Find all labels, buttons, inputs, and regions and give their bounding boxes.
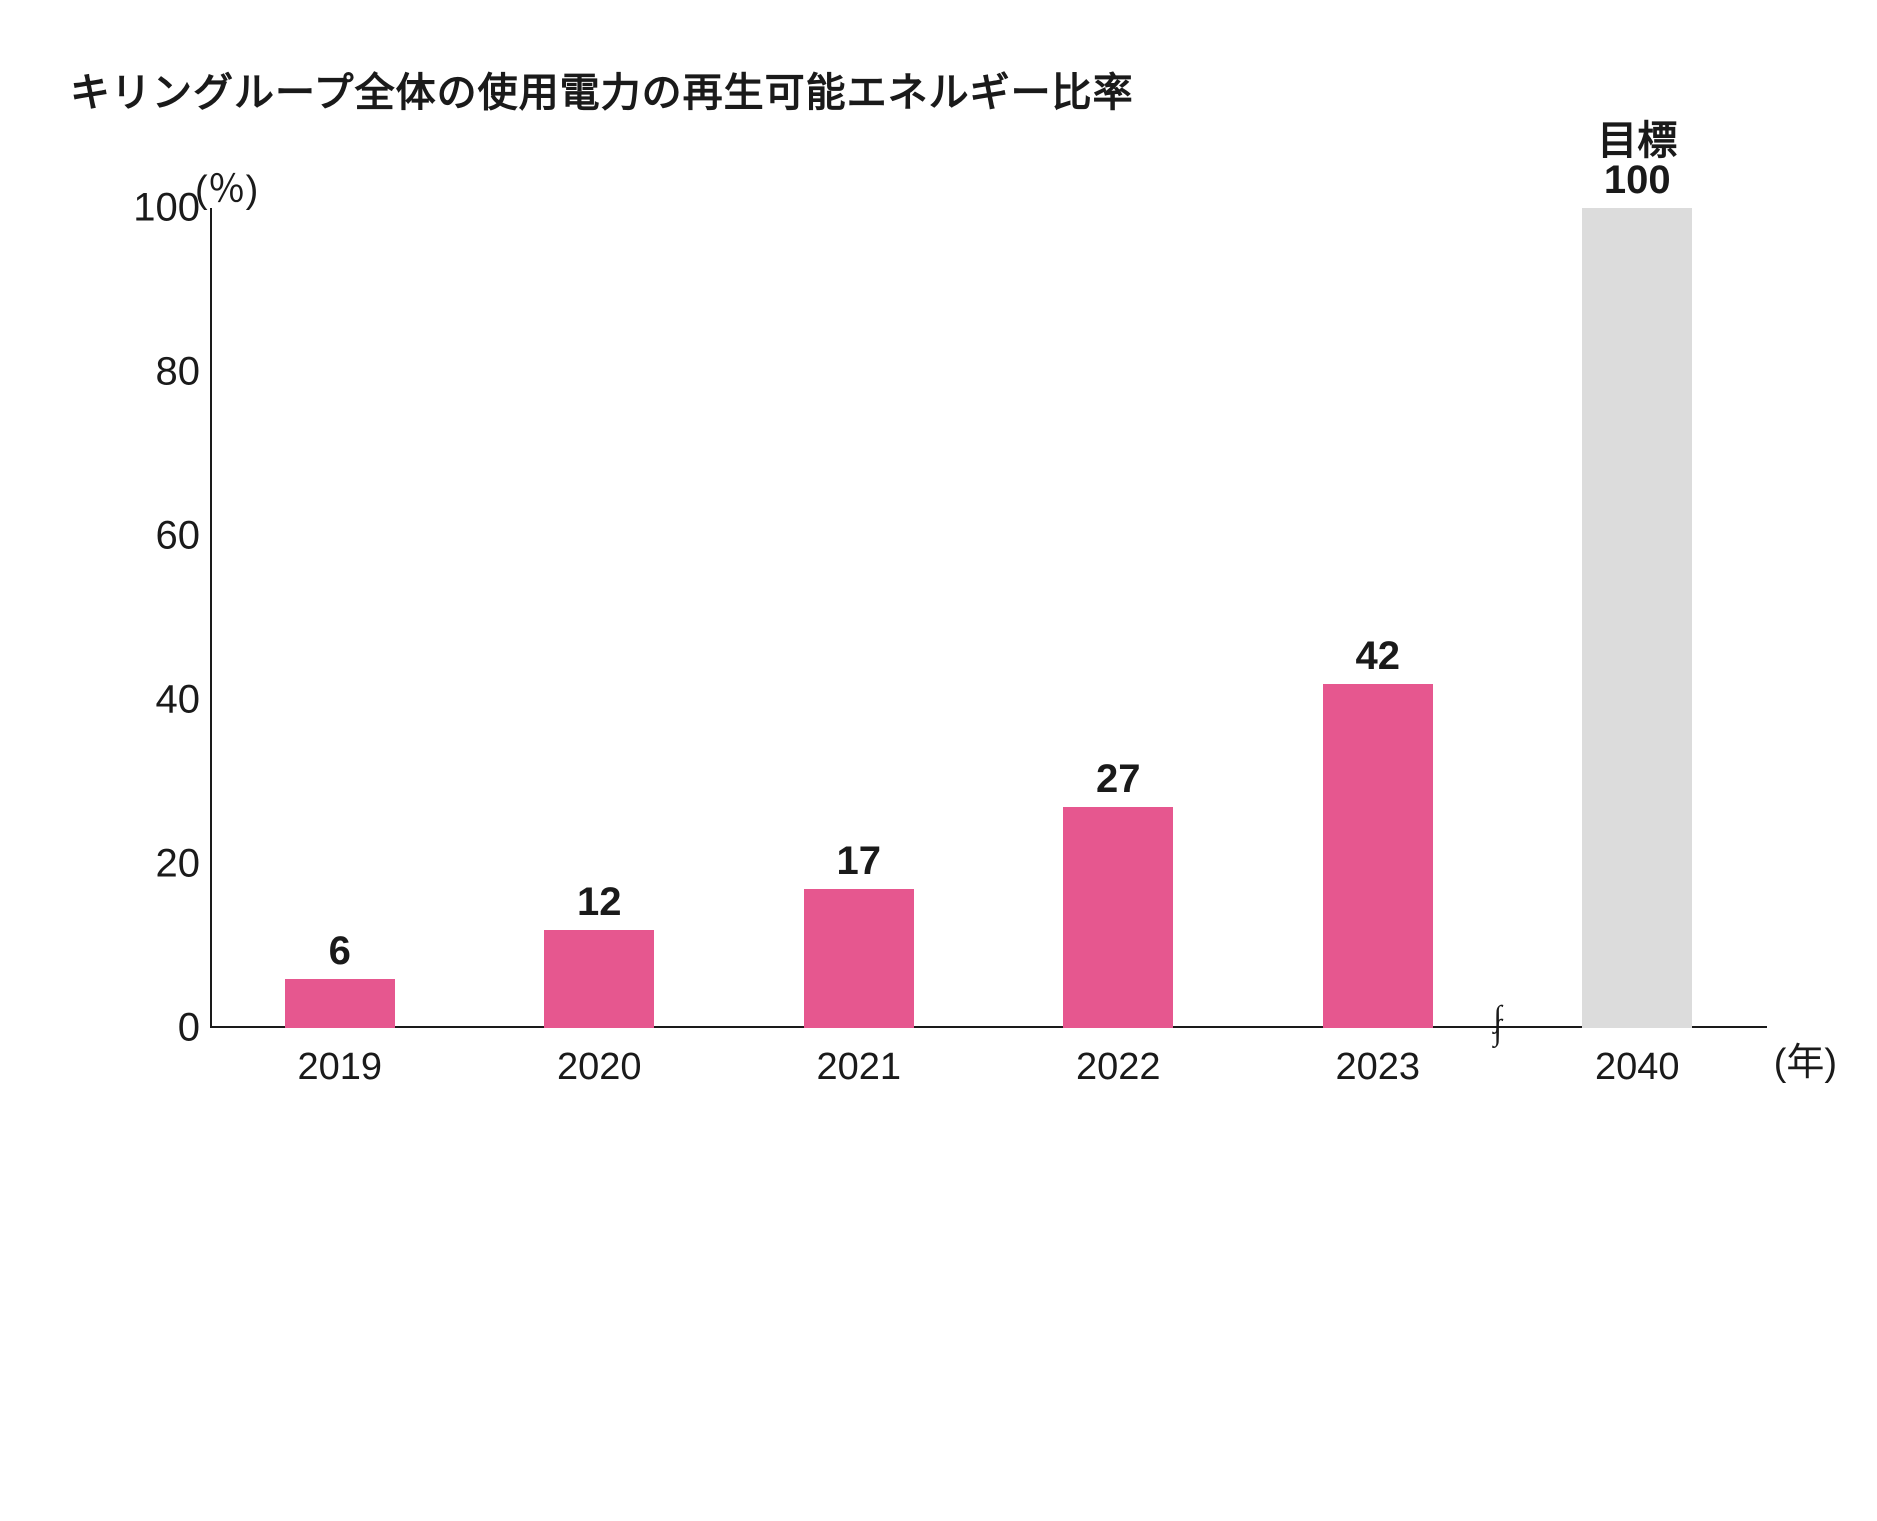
bar-value-label: 27 [1096,757,1141,802]
x-axis-labels: 201920202021202220232040 [210,1046,1767,1089]
bar: 100目標 [1582,208,1692,1028]
y-tick-label: 0 [120,1006,200,1051]
bar: 6 [285,979,395,1028]
x-tick-label: 2021 [729,1046,989,1089]
bar: 17 [804,889,914,1028]
y-tick-label: 40 [120,678,200,723]
x-axis-unit: (年) [1774,1031,1837,1086]
bar: 12 [544,930,654,1028]
chart-wrapper: (％) 020406080100 612172742∫∫100目標 (年) 20… [70,208,1807,1089]
chart-container: キリングループ全体の使用電力の再生可能エネルギー比率 (％) 020406080… [70,60,1807,1089]
chart-title: キリングループ全体の使用電力の再生可能エネルギー比率 [70,60,1807,118]
bar-slot: ∫∫100目標 [1508,208,1768,1028]
bar-prefix-label: 目標 [1597,108,1677,166]
y-tick-label: 80 [120,350,200,395]
x-tick-label: 2019 [210,1046,470,1089]
y-axis-unit: (％) [195,158,258,213]
axis-break-icon: ∫∫ [1494,1010,1502,1038]
bar-slot: 12 [470,208,730,1028]
y-tick-label: 20 [120,842,200,887]
y-axis-labels: 020406080100 [120,208,200,1028]
bar-value-label: 17 [837,839,882,884]
chart-plot-area: 020406080100 612172742∫∫100目標 (年) [210,208,1767,1028]
bar-slot: 17 [729,208,989,1028]
bar: 27 [1063,807,1173,1028]
y-tick-label: 60 [120,514,200,559]
bar-value-label: 6 [329,929,351,974]
x-tick-label: 2040 [1508,1046,1768,1089]
x-tick-label: 2020 [470,1046,730,1089]
bars-group: 6 12 17 27 42 ∫∫100目標 [210,208,1767,1028]
bar-value-label: 42 [1356,634,1401,679]
bar-slot: 6 [210,208,470,1028]
x-tick-label: 2022 [989,1046,1249,1089]
bar-slot: 27 [989,208,1249,1028]
y-tick-label: 100 [120,186,200,231]
bar-slot: 42 [1248,208,1508,1028]
bar: 42 [1323,684,1433,1028]
x-tick-label: 2023 [1248,1046,1508,1089]
bar-value-label: 12 [577,880,622,925]
